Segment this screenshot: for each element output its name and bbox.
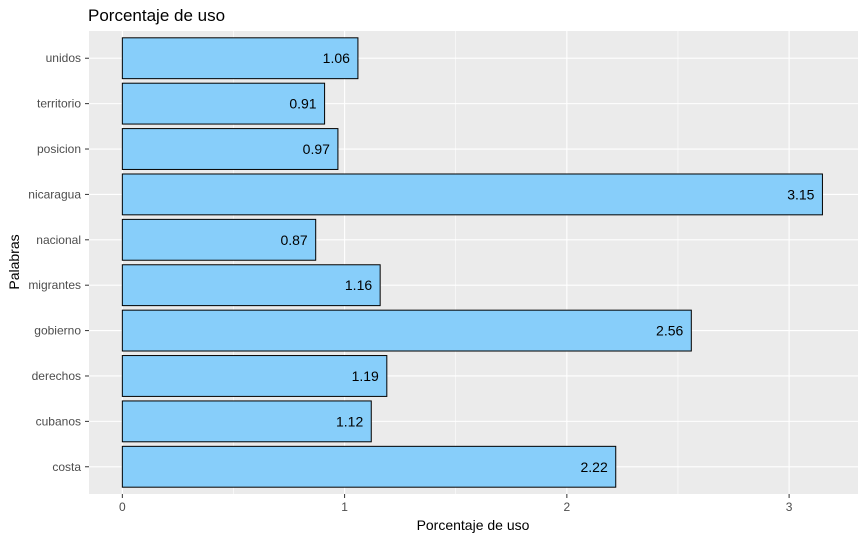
x-tick-label: 3 <box>786 500 793 514</box>
y-tick-label-cubanos: cubanos <box>36 414 81 428</box>
data-label-nicaragua: 3.15 <box>787 186 814 202</box>
bar-costa <box>121 445 617 488</box>
bar-unidos <box>121 37 359 80</box>
x-axis: 0 1 2 3 <box>119 494 793 514</box>
data-label-migrantes: 1.16 <box>345 277 372 293</box>
x-axis-title: Porcentaje de uso <box>417 517 530 533</box>
chart-title: Porcentaje de uso <box>88 6 226 25</box>
data-label-territorio: 0.91 <box>289 96 316 112</box>
bar-migrantes <box>121 264 381 307</box>
data-label-posicion: 0.97 <box>303 141 330 157</box>
y-tick-label-costa: costa <box>52 460 81 474</box>
y-tick-label-gobierno: gobierno <box>34 324 81 338</box>
bar-nacional <box>121 218 317 261</box>
y-tick-label-nacional: nacional <box>36 233 81 247</box>
data-label-costa: 2.22 <box>580 459 607 475</box>
data-labels: 2.22 1.12 1.19 2.56 1.16 0.87 3.15 0.97 0.91 1.06 <box>280 50 814 475</box>
bar-nicaragua <box>121 173 823 216</box>
x-tick-label: 2 <box>564 500 571 514</box>
data-label-derechos: 1.19 <box>352 368 379 384</box>
y-tick-label-migrantes: migrantes <box>28 278 81 292</box>
bar-derechos <box>121 355 388 397</box>
data-label-unidos: 1.06 <box>323 50 350 66</box>
data-label-gobierno: 2.56 <box>656 323 683 339</box>
bar-gobierno <box>121 309 692 352</box>
x-tick-label: 1 <box>341 500 348 514</box>
y-axis-title: Palabras <box>6 234 22 289</box>
y-tick-label-posicion: posicion <box>37 142 81 156</box>
bar-territorio <box>121 82 326 125</box>
y-tick-label-territorio: territorio <box>37 97 81 111</box>
y-tick-label-unidos: unidos <box>46 51 81 65</box>
y-tick-label-derechos: derechos <box>32 369 81 383</box>
y-axis: costa cubanos derechos gobierno migrantes nac… <box>28 51 89 474</box>
bar-posicion <box>121 128 339 170</box>
bars <box>121 37 823 488</box>
bar-cubanos <box>121 400 372 443</box>
data-label-cubanos: 1.12 <box>336 413 363 429</box>
x-tick-label: 0 <box>119 500 126 514</box>
data-label-nacional: 0.87 <box>280 232 307 248</box>
y-tick-label-nicaragua: nicaragua <box>28 187 81 201</box>
